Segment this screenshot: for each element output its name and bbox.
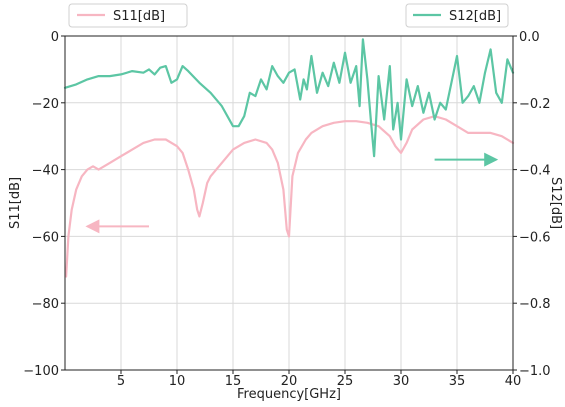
- y-right-tick-label: −0.6: [519, 230, 551, 245]
- series-layer: [63, 38, 515, 278]
- y-left-tick-label: 0: [51, 30, 59, 45]
- x-tick-label: 10: [169, 374, 186, 389]
- tick-layer: 5 10 15 20 25 30 35 40 0 −20 −40 −60 −80 −100 0.0 −0.2 −…: [23, 30, 550, 389]
- x-tick-label: 25: [337, 374, 354, 389]
- x-tick-label: 35: [449, 374, 466, 389]
- y-right-tick-label: −0.8: [519, 297, 551, 312]
- x-tick-label: 30: [393, 374, 410, 389]
- x-tick-label: 40: [505, 374, 522, 389]
- series-line-s11: [64, 115, 515, 278]
- series-line-s12: [63, 38, 515, 158]
- annotations-layer: [85, 152, 499, 234]
- legend-s12-box: [405, 3, 509, 28]
- y-left-tick-label: −100: [23, 364, 59, 379]
- y-axis-label-right: S12[dB]: [548, 177, 563, 229]
- y-left-tick-label: −20: [32, 97, 59, 112]
- arrow-right-head: [484, 152, 499, 167]
- x-tick-label: 15: [225, 374, 242, 389]
- y-left-tick-label: −80: [32, 297, 59, 312]
- y-axis-label-left: S11[dB]: [8, 177, 23, 229]
- y-right-tick-label: 0.0: [519, 30, 540, 45]
- legend-s12: S12[dB]: [405, 3, 509, 28]
- x-tick-label: 20: [281, 374, 298, 389]
- arrow-left-head: [85, 219, 100, 234]
- x-axis-label: Frequency[GHz]: [237, 387, 341, 402]
- legend-s11: S11[dB]: [68, 3, 188, 28]
- legend-s11-box: [68, 3, 188, 28]
- legend-s11-label: S11[dB]: [113, 9, 165, 24]
- y-right-tick-label: −0.2: [519, 97, 551, 112]
- y-left-tick-label: −40: [32, 164, 59, 179]
- grid: [65, 36, 514, 370]
- y-right-tick-label: −0.4: [519, 164, 551, 179]
- legend-s12-label: S12[dB]: [449, 9, 501, 24]
- x-tick-label: 5: [117, 374, 125, 389]
- y-left-tick-label: −60: [32, 230, 59, 245]
- y-right-tick-label: −1.0: [519, 364, 551, 379]
